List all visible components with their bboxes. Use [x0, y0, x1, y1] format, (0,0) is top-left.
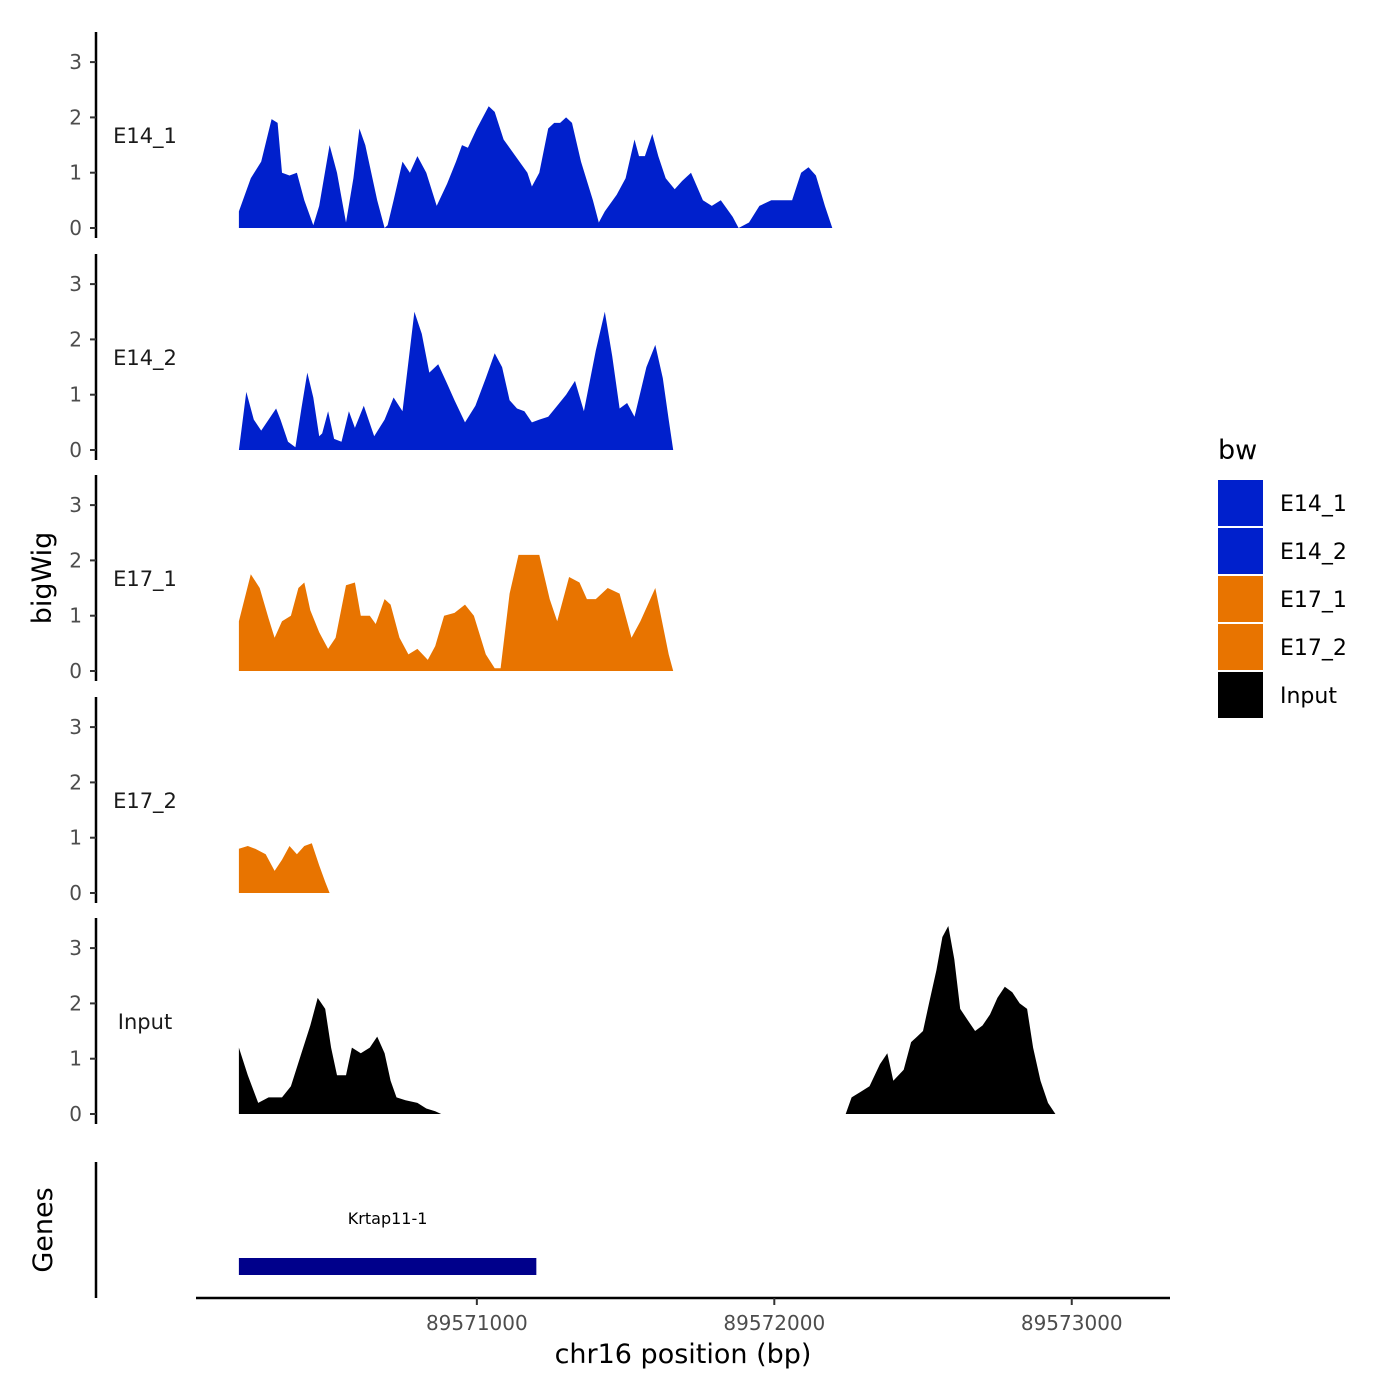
y-tick-label: 0	[69, 216, 82, 240]
legend-key	[1218, 528, 1263, 574]
gene-label: Krtap11-1	[348, 1209, 428, 1228]
track-panel-e14-1: 0 1 2 3 E14_1	[69, 32, 833, 240]
coverage-area-e17-2	[238, 843, 330, 893]
x-axis: 89571000 89572000 89573000 chr16 position …	[196, 1296, 1170, 1370]
y-tick-label: 0	[69, 438, 82, 462]
legend-key	[1218, 576, 1263, 622]
y-tick-label: 1	[69, 161, 82, 185]
coverage-area-e14-2	[238, 311, 674, 450]
y-tick-label: 3	[69, 50, 82, 74]
legend-label: E14_2	[1280, 540, 1347, 565]
track-panel-e17-1: 0 1 2 3 E17_1	[69, 475, 674, 683]
legend-key	[1218, 480, 1263, 526]
legend: bw E14_1 E14_2 E17_1 E17_2 Input	[1218, 435, 1347, 718]
track-label: E17_2	[113, 789, 177, 814]
x-tick-label: 89572000	[723, 1311, 825, 1335]
coverage-area-input-seg2	[845, 926, 1056, 1114]
coverage-area-e17-1	[238, 554, 674, 671]
y-tick-label: 2	[69, 770, 82, 794]
y-tick-label: 0	[69, 659, 82, 683]
y-tick-label: 2	[69, 548, 82, 572]
y-tick-label: 2	[69, 105, 82, 129]
track-label: E17_1	[113, 567, 177, 592]
x-axis-title: chr16 position (bp)	[555, 1339, 812, 1370]
x-ticks: 89571000 89572000 89573000	[426, 1298, 1123, 1335]
y-tick-label: 3	[69, 715, 82, 739]
coverage-area-input	[238, 997, 442, 1114]
legend-title: bw	[1218, 435, 1257, 466]
x-tick-label: 89573000	[1021, 1311, 1123, 1335]
legend-items: E14_1 E14_2 E17_1 E17_2 Input	[1218, 480, 1347, 718]
track-label: E14_2	[113, 346, 177, 371]
gene-body	[238, 1258, 537, 1275]
legend-label: E17_2	[1280, 636, 1347, 661]
track-panel-input: 0 1 2 3 Input	[69, 918, 1056, 1126]
track-label: E14_1	[113, 124, 177, 149]
legend-key	[1218, 672, 1263, 718]
y-tick-label: 1	[69, 826, 82, 850]
y-axis-title: bigWig	[27, 532, 58, 625]
y-tick-label: 1	[69, 604, 82, 628]
gene-track: Genes Krtap11-1	[28, 1162, 537, 1298]
y-tick-label: 3	[69, 493, 82, 517]
y-tick-label: 1	[69, 383, 82, 407]
track-label: Input	[118, 1010, 172, 1034]
coverage-area-e14-1	[238, 106, 833, 228]
y-tick-label: 0	[69, 1102, 82, 1126]
legend-label: Input	[1280, 684, 1337, 709]
legend-label: E14_1	[1280, 492, 1347, 517]
legend-key	[1218, 624, 1263, 670]
y-tick-label: 0	[69, 881, 82, 905]
track-panel-e14-2: 0 1 2 3 E14_2	[69, 254, 674, 462]
genes: Krtap11-1	[238, 1209, 537, 1275]
y-tick-label: 3	[69, 272, 82, 296]
y-tick-label: 2	[69, 327, 82, 351]
bigwig-tracks: 0 1 2 3 E14_1 0 1 2 3 E14_2 0 1 2 3 E17_1 0 1 2 3 E17_2 0 1 2 3…	[69, 32, 1056, 1126]
x-tick-label: 89571000	[426, 1311, 528, 1335]
y-tick-label: 3	[69, 936, 82, 960]
y-tick-label: 1	[69, 1047, 82, 1071]
gene-track-label: Genes	[28, 1187, 59, 1272]
y-tick-label: 2	[69, 991, 82, 1015]
track-panel-e17-2: 0 1 2 3 E17_2	[69, 697, 330, 905]
legend-label: E17_1	[1280, 588, 1347, 613]
